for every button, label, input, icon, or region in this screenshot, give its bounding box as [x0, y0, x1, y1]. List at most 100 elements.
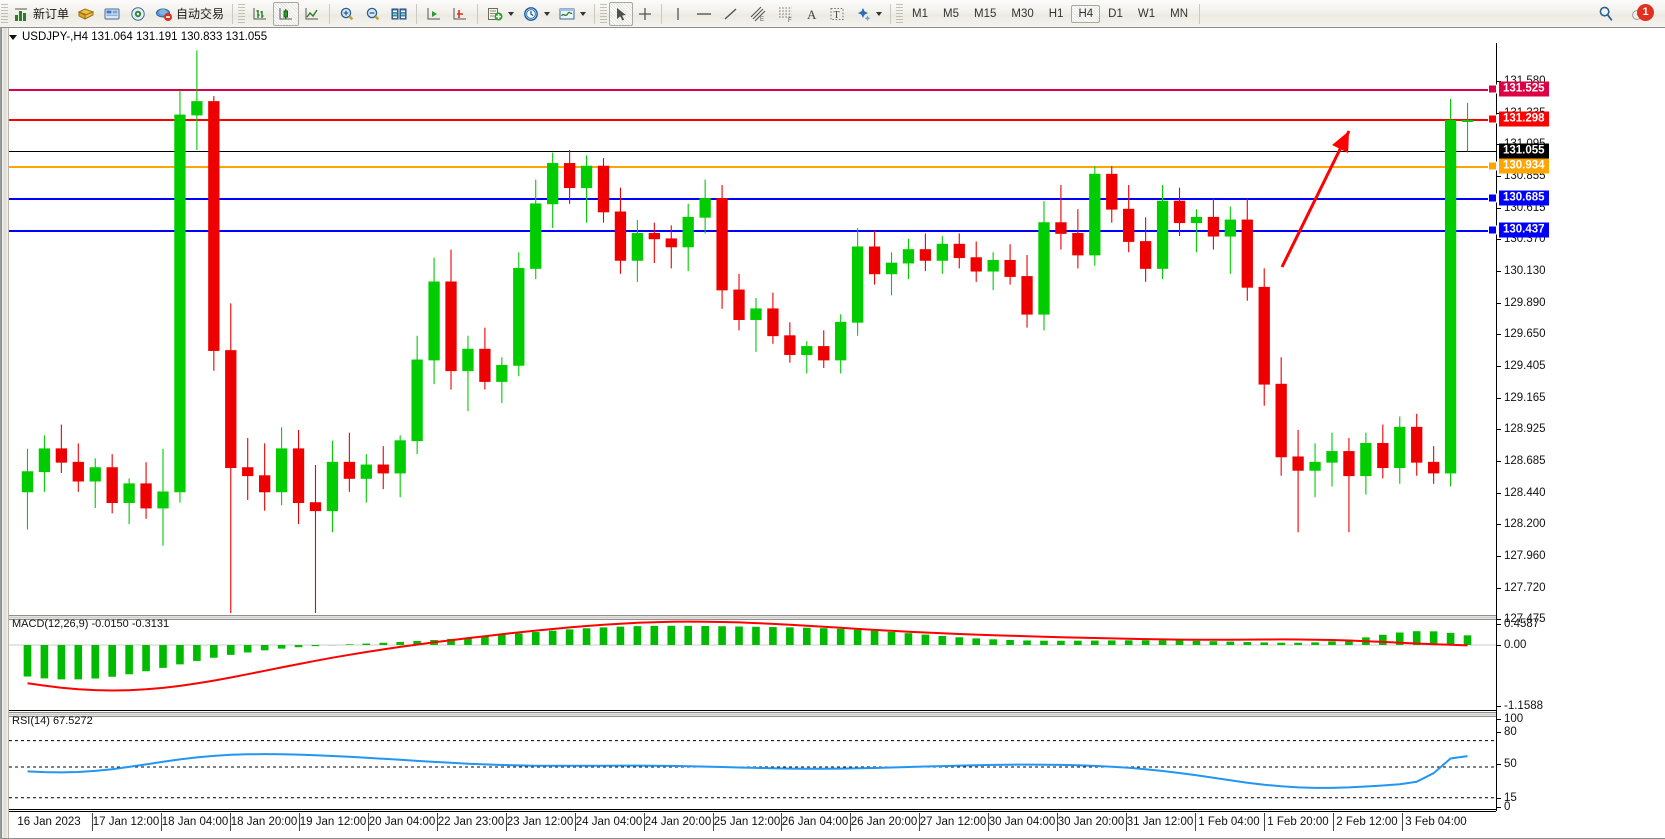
timeframe-h1[interactable]: H1 [1048, 7, 1064, 20]
price-tick-label: 128.685 [1504, 455, 1546, 467]
rsi-pane-divider[interactable] [9, 712, 1496, 717]
chart-left-grip[interactable] [2, 27, 9, 839]
templates-dropdown-caret[interactable] [580, 11, 587, 16]
time-label-separator [1195, 813, 1196, 831]
orange-level[interactable] [9, 166, 1496, 168]
price-tag[interactable]: 131.525 [1499, 81, 1549, 97]
new-order-icon [15, 8, 27, 21]
toolbar-grip-4[interactable] [896, 3, 904, 24]
vertical-line-button[interactable] [666, 2, 690, 26]
horizontal-line-button[interactable] [690, 2, 718, 26]
equidistant-channel-button[interactable]: E [744, 2, 772, 26]
crosshair-icon [639, 7, 652, 20]
objects-dropdown-caret[interactable] [876, 11, 883, 16]
timeframe-h4[interactable]: H4 [1071, 4, 1101, 23]
bar-chart-button[interactable] [247, 2, 273, 26]
time-label: 1 Feb 20:00 [1267, 816, 1329, 828]
new-order-button[interactable]: 新订单 [10, 2, 73, 26]
blue-level-1-handle[interactable] [1488, 193, 1497, 203]
bar-chart-icon [253, 7, 267, 19]
bid-level[interactable] [9, 151, 1496, 152]
price-tick [1496, 239, 1501, 240]
objects-button[interactable] [850, 2, 886, 26]
price-tag[interactable]: 130.934 [1499, 158, 1549, 174]
chart-symbol-header[interactable]: USDJPY-,H4 131.064 131.191 130.833 131.0… [9, 30, 267, 44]
time-label-separator [299, 813, 300, 831]
toolbar-grip-2[interactable] [238, 3, 246, 24]
indicators-dropdown-caret[interactable] [508, 11, 515, 16]
profiles-button[interactable] [73, 2, 99, 26]
timeframe-d1[interactable]: D1 [1108, 7, 1123, 20]
svg-text:F: F [788, 18, 792, 23]
time-label: 22 Jan 23:00 [437, 816, 505, 828]
fibonacci-icon: F [779, 7, 793, 23]
price-tag[interactable]: 130.685 [1499, 190, 1549, 206]
time-label: 26 Jan 20:00 [850, 816, 918, 828]
hline-icon [697, 12, 712, 15]
search-icon [1599, 6, 1613, 21]
trendline-button[interactable] [718, 2, 744, 26]
fibonacci-button[interactable]: F [772, 2, 800, 26]
cursor-button[interactable] [609, 1, 634, 26]
line-chart-button[interactable] [299, 2, 325, 26]
price-tick [1496, 334, 1501, 335]
search-button[interactable] [1593, 2, 1619, 26]
auto-trading-button[interactable]: 自动交易 [151, 2, 228, 26]
timeframe-m15[interactable]: M15 [974, 7, 997, 20]
timeframe-m30[interactable]: M30 [1011, 7, 1034, 20]
timeframe-mn[interactable]: MN [1170, 7, 1188, 20]
templates-icon [559, 8, 575, 19]
period-dropdown-caret[interactable] [544, 11, 551, 16]
orange-level-handle[interactable] [1488, 161, 1497, 171]
period-button[interactable] [518, 2, 554, 26]
red-level-handle[interactable] [1488, 114, 1497, 124]
chart-window[interactable]: USDJPY-,H4 131.064 131.191 130.833 131.0… [0, 27, 1665, 839]
price-tick [1496, 461, 1501, 462]
time-axis[interactable] [9, 811, 1496, 812]
price-tag[interactable]: 131.055 [1499, 143, 1549, 159]
chart-shift-button[interactable] [421, 2, 447, 26]
red-level[interactable] [9, 119, 1496, 121]
rsi-scale-50-tick [1496, 764, 1501, 765]
price-scale[interactable]: 131.580131.335131.095130.855130.615130.3… [1496, 27, 1664, 811]
timeframe-m1[interactable]: M1 [912, 7, 929, 20]
indicators-button[interactable] [482, 2, 518, 26]
crosshair-button[interactable] [633, 2, 657, 26]
price-tick-label: 129.890 [1504, 297, 1546, 309]
navigator-button[interactable] [125, 2, 151, 26]
candle-chart-button[interactable] [273, 1, 300, 26]
toolbar-grip-1[interactable] [1, 3, 8, 24]
market-watch-button[interactable] [99, 2, 125, 26]
templates-button[interactable] [554, 2, 590, 26]
macd-pane-divider[interactable] [9, 615, 1496, 620]
zoom-out-button[interactable] [360, 2, 386, 26]
time-label-separator [713, 813, 714, 831]
price-tag[interactable]: 131.298 [1499, 111, 1549, 127]
blue-level-2-handle[interactable] [1488, 225, 1497, 235]
rsi-scale-100-tick [1496, 719, 1501, 720]
blue-level-2[interactable] [9, 230, 1496, 232]
text-button[interactable]: A [800, 2, 824, 26]
timeframe-m5[interactable]: M5 [943, 7, 959, 20]
crimson-level[interactable] [9, 89, 1496, 91]
toolbar-grip-3[interactable] [600, 3, 608, 24]
equidistant-channel-icon: E [750, 6, 766, 23]
chart-menu-caret-icon[interactable] [9, 34, 17, 40]
price-tick [1496, 366, 1501, 367]
text-label-button[interactable]: T [824, 2, 850, 26]
price-tick-label: 127.475 [1504, 613, 1546, 625]
zoom-in-button[interactable] [334, 2, 360, 26]
crimson-level-handle[interactable] [1488, 84, 1497, 94]
auto-scroll-button[interactable] [447, 2, 473, 26]
price-tick-label: 129.405 [1504, 360, 1546, 372]
toolbar-separator-4 [477, 3, 479, 24]
data-window-button[interactable] [386, 2, 412, 26]
alerts-button[interactable]: 1 [1625, 2, 1659, 26]
timeframe-w1[interactable]: W1 [1137, 7, 1156, 20]
timeframe-group: M1 M5 M15 M30 H1 H4 D1 W1 MN [905, 4, 1195, 23]
rsi-scale-15: 15 [1504, 792, 1517, 804]
time-label-separator [644, 813, 645, 831]
blue-level-1[interactable] [9, 198, 1496, 200]
price-tag[interactable]: 130.437 [1499, 222, 1549, 238]
time-label: 23 Jan 12:00 [506, 816, 574, 828]
